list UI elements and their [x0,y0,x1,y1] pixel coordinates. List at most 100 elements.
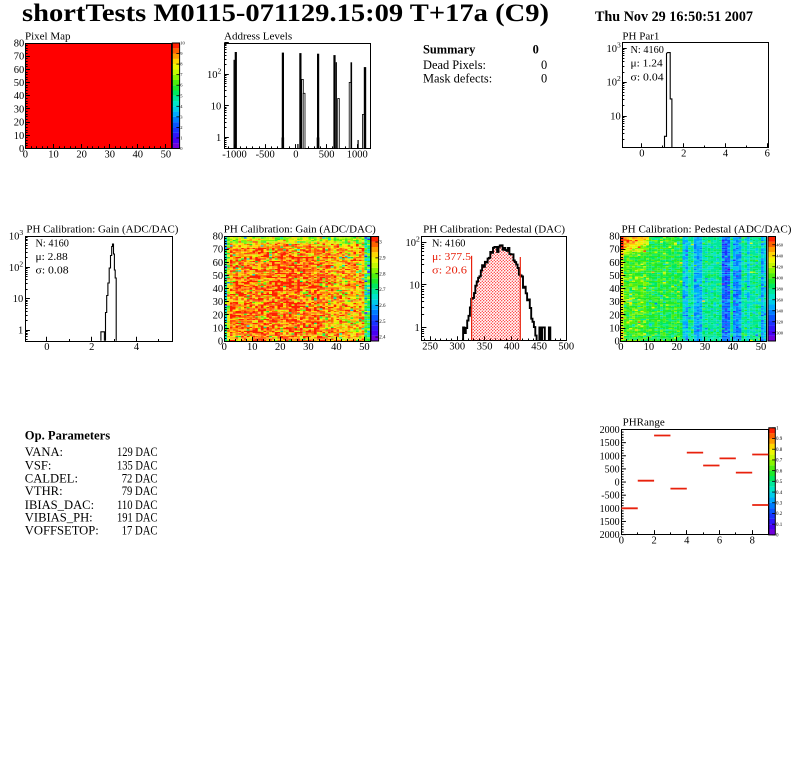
svg-text:30: 30 [303,342,314,353]
svg-text:Dead Pixels:: Dead Pixels: [423,58,486,72]
svg-text:6: 6 [765,149,770,160]
svg-text:30: 30 [104,149,115,160]
svg-text:0.4: 0.4 [776,491,783,496]
svg-text:8: 8 [750,535,755,546]
svg-text:1000: 1000 [347,149,368,160]
svg-text:50: 50 [609,271,620,282]
svg-text:102: 102 [207,66,222,81]
svg-text:60: 60 [609,258,620,269]
svg-text:4: 4 [684,535,690,546]
svg-text:1: 1 [18,326,23,337]
svg-text:IBIAS_DAC:: IBIAS_DAC: [25,498,94,512]
svg-text:103: 103 [9,228,24,243]
svg-text:2: 2 [681,149,686,160]
svg-text:0: 0 [614,337,619,348]
svg-text:102: 102 [406,234,421,249]
svg-text:0: 0 [19,144,24,155]
svg-text:0: 0 [541,58,547,72]
svg-text:0: 0 [541,72,547,86]
svg-text:-1000: -1000 [222,149,247,160]
svg-text:3: 3 [379,241,382,246]
svg-text:1000: 1000 [600,451,620,462]
svg-text:135 DAC: 135 DAC [117,458,158,472]
svg-text:10: 10 [609,324,620,335]
svg-text:17 DAC: 17 DAC [122,524,158,538]
svg-text:191 DAC: 191 DAC [117,510,158,524]
svg-text:0.9: 0.9 [776,437,783,442]
svg-text:Mask defects:: Mask defects: [423,72,492,86]
svg-text:0: 0 [44,342,49,353]
svg-text:10: 10 [409,280,420,291]
svg-text:1: 1 [216,133,221,144]
svg-text:500: 500 [558,342,574,353]
svg-text:10: 10 [644,342,655,353]
svg-text:PH Calibration: Gain (ADC/DAC): PH Calibration: Gain (ADC/DAC) [26,224,178,236]
svg-text:σ: 0.04: σ: 0.04 [631,72,664,83]
svg-text:0: 0 [180,146,183,151]
svg-text:VIBIAS_PH:: VIBIAS_PH: [25,510,93,524]
svg-text:μ: 1.24: μ: 1.24 [631,59,663,70]
svg-text:0: 0 [618,342,623,353]
svg-text:4: 4 [134,342,140,353]
svg-text:10: 10 [48,149,59,160]
svg-text:2.8: 2.8 [379,272,386,277]
svg-text:Address Levels: Address Levels [224,30,292,42]
svg-text:40: 40 [213,284,224,295]
svg-text:1: 1 [180,136,182,141]
svg-text:60: 60 [14,65,25,76]
svg-text:500: 500 [605,464,620,475]
svg-text:0: 0 [533,43,539,57]
svg-text:102: 102 [9,259,24,274]
svg-text:40: 40 [728,342,739,353]
svg-text:4: 4 [723,149,729,160]
svg-text:10: 10 [13,294,24,305]
svg-text:420: 420 [776,264,784,269]
svg-text:70: 70 [213,245,224,256]
svg-text:σ: 0.08: σ: 0.08 [36,266,69,277]
svg-text:0: 0 [222,342,227,353]
svg-text:80: 80 [213,232,224,243]
svg-text:VSF:: VSF: [25,458,52,472]
svg-text:50: 50 [161,149,172,160]
svg-text:110 DAC: 110 DAC [117,498,158,512]
svg-text:2.5: 2.5 [379,320,386,325]
svg-text:μ: 377.5: μ: 377.5 [432,252,471,263]
svg-text:9: 9 [180,51,183,56]
svg-text:VANA:: VANA: [25,445,63,459]
svg-text:CALDEL:: CALDEL: [25,472,78,486]
svg-text:2: 2 [89,342,94,353]
svg-text:VTHR:: VTHR: [25,484,63,498]
svg-text:80: 80 [14,39,25,50]
svg-text:7: 7 [180,72,183,77]
svg-text:10: 10 [14,131,25,142]
svg-text:σ: 20.6: σ: 20.6 [432,266,467,277]
svg-text:30: 30 [14,104,25,115]
svg-text:70: 70 [14,52,25,63]
svg-text:PH Calibration: Pedestal (ADC/: PH Calibration: Pedestal (ADC/DAC) [622,224,792,236]
svg-text:10: 10 [610,112,621,123]
svg-text:360: 360 [776,297,784,302]
svg-text:350: 350 [477,342,493,353]
svg-text:0.8: 0.8 [776,448,783,453]
svg-text:2: 2 [180,125,182,130]
svg-text:PH Calibration: Gain (ADC/DAC): PH Calibration: Gain (ADC/DAC) [224,224,376,236]
svg-text:1: 1 [415,323,420,334]
svg-text:50: 50 [213,271,224,282]
svg-text:103: 103 [607,40,622,55]
svg-text:20: 20 [213,310,224,321]
svg-text:10: 10 [213,324,224,335]
svg-text:1000: 1000 [600,504,620,515]
svg-text:1: 1 [776,427,779,432]
svg-text:400: 400 [776,275,784,280]
svg-text:10: 10 [247,342,258,353]
svg-text:20: 20 [14,118,25,129]
svg-text:0: 0 [218,337,223,348]
svg-text:40: 40 [331,342,342,353]
svg-text:shortTests M0115-071129.15:09: shortTests M0115-071129.15:09 T+17a (C9) [22,0,549,27]
svg-text:300: 300 [449,342,465,353]
svg-text:40: 40 [133,149,144,160]
svg-text:2.6: 2.6 [379,304,386,309]
svg-text:0: 0 [23,149,28,160]
svg-text:40: 40 [14,91,25,102]
svg-text:102: 102 [607,74,622,89]
